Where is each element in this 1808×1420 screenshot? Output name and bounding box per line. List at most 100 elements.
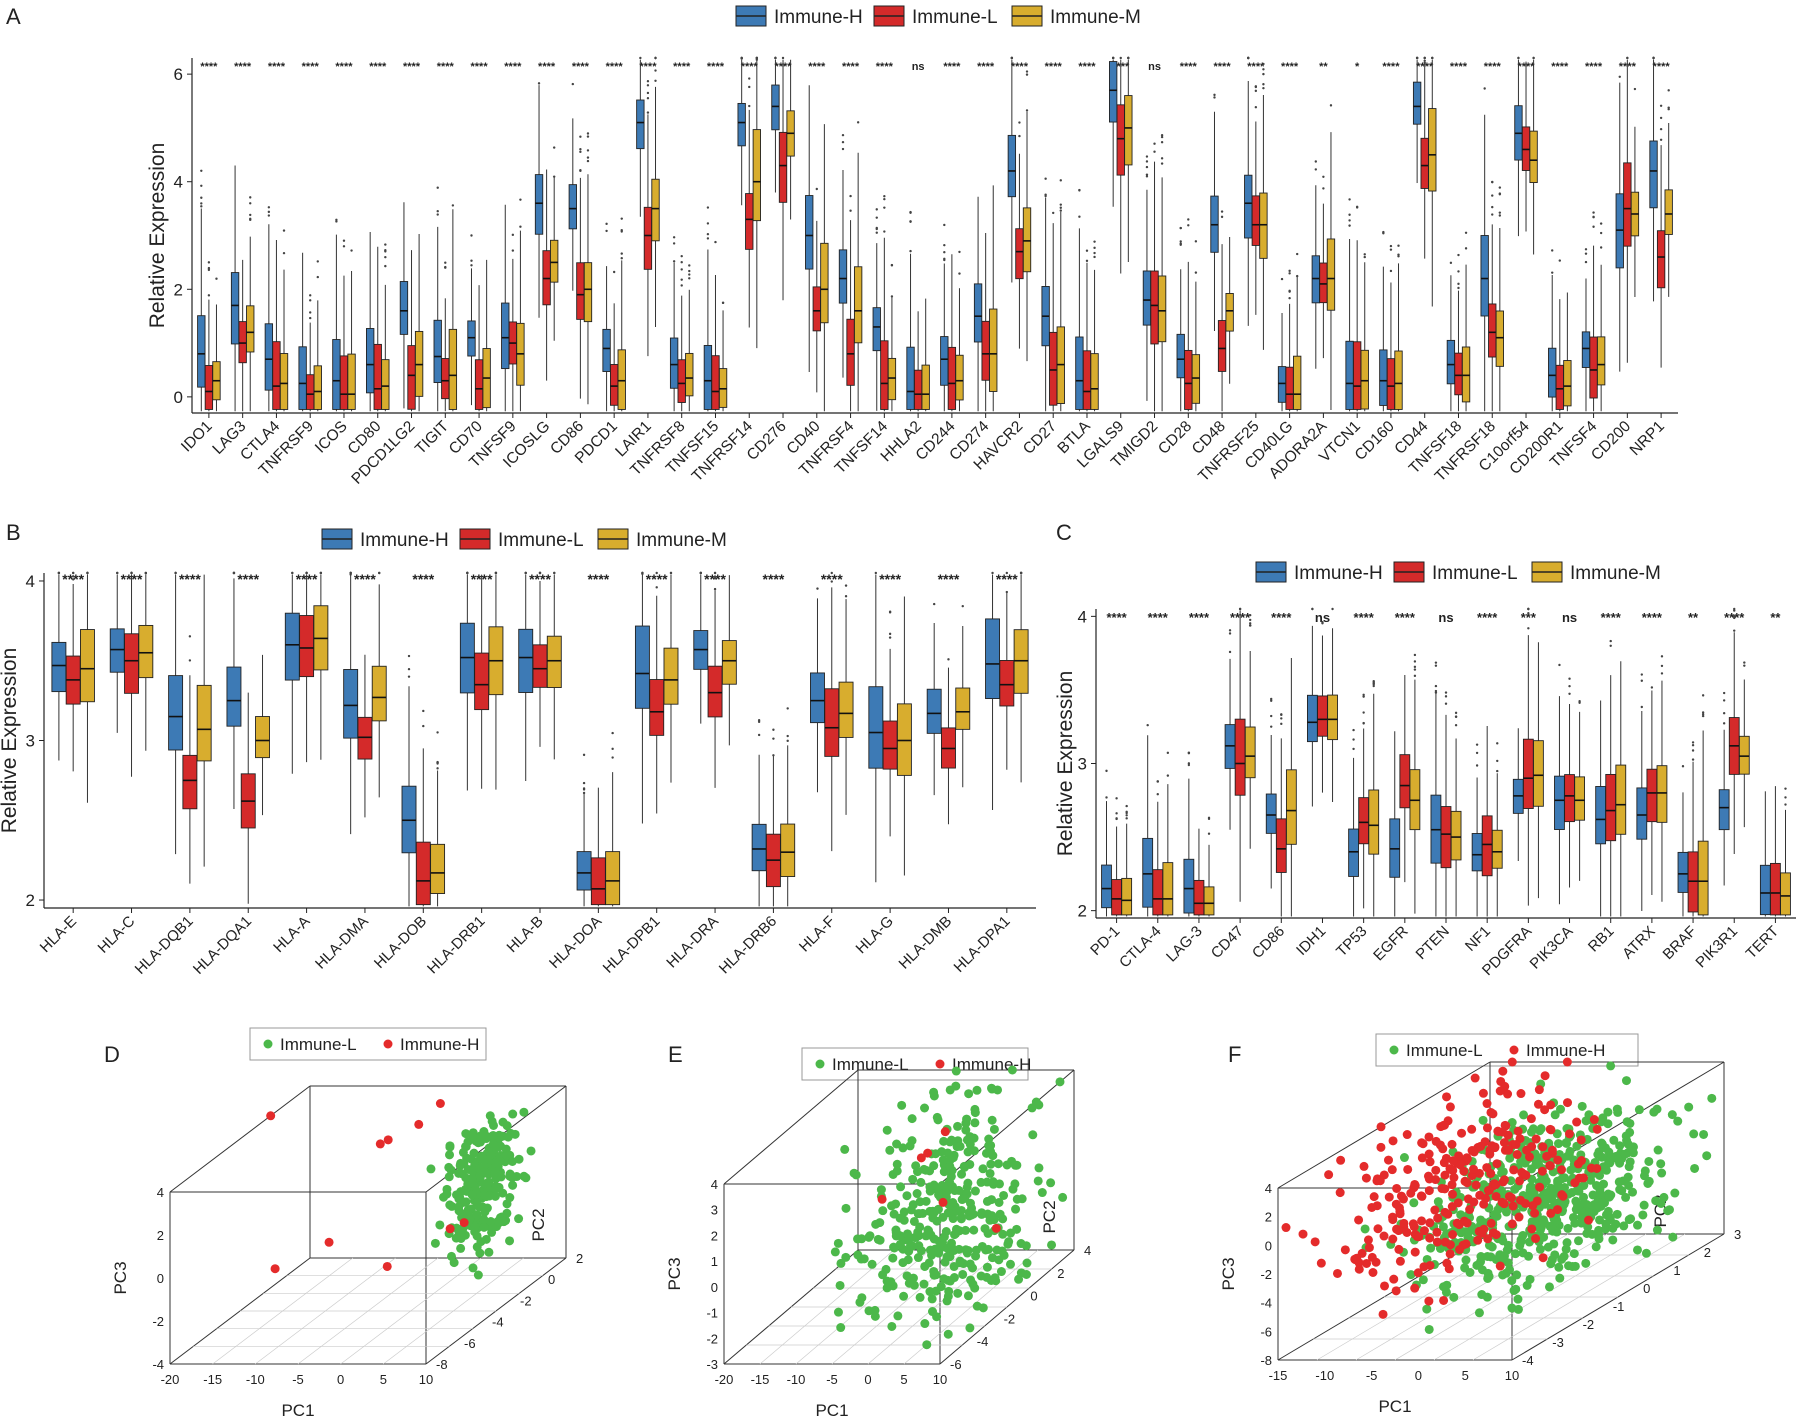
box-immune-h: [399, 281, 409, 335]
box-immune-m: [371, 665, 387, 722]
point-immune-l: [990, 1273, 1000, 1283]
box-outlier: [1743, 664, 1746, 667]
box-immune-m: [80, 629, 95, 703]
box-immune-l: [1488, 303, 1497, 358]
box-outlier: [1288, 296, 1291, 300]
point-immune-l: [426, 1164, 436, 1174]
point-immune-h: [1531, 1234, 1541, 1244]
box-outlier: [748, 77, 751, 80]
box-outlier: [1362, 711, 1365, 714]
point-immune-h: [1440, 1170, 1450, 1180]
box-outlier: [1722, 712, 1726, 715]
box-immune-h: [868, 686, 884, 769]
box-outlier: [1464, 231, 1468, 234]
cube-edge: [723, 1069, 859, 1185]
box-outlier: [888, 610, 892, 613]
box-outlier: [1558, 259, 1561, 262]
point-immune-l: [1519, 1110, 1529, 1120]
legend-frame: [1375, 1033, 1639, 1067]
point-immune-l: [1493, 1205, 1503, 1215]
box-outlier: [1633, 87, 1637, 91]
box-immune-m: [955, 354, 964, 401]
box-outlier: [144, 571, 148, 575]
point-immune-l: [987, 1253, 997, 1263]
box-outlier: [1179, 240, 1182, 243]
point-immune-l: [1012, 1194, 1022, 1204]
point-immune-l: [1689, 1129, 1699, 1139]
box-immune-m: [887, 357, 897, 401]
point-immune-l: [1507, 1303, 1517, 1313]
x-axis-label: PC1: [281, 1401, 314, 1420]
y-tick-label: 4: [1078, 607, 1087, 626]
significance-label: ****: [437, 61, 455, 73]
significance-label: ****: [538, 61, 556, 73]
box-outlier: [335, 220, 338, 223]
point-immune-h: [1419, 1226, 1429, 1236]
point-immune-l: [479, 1167, 489, 1177]
box-outlier: [856, 121, 860, 124]
point-immune-l: [1579, 1192, 1589, 1202]
point-immune-l: [1596, 1117, 1606, 1127]
point-immune-l: [1664, 1205, 1674, 1215]
point-immune-l: [473, 1270, 483, 1280]
point-immune-h: [1506, 1193, 1516, 1203]
point-immune-h: [1465, 1205, 1475, 1215]
point-immune-l: [1486, 1252, 1496, 1262]
box-immune-h: [1379, 349, 1388, 406]
point-immune-l: [474, 1202, 484, 1212]
box-outlier: [1025, 70, 1029, 73]
box-outlier: [422, 709, 425, 713]
box-outlier: [1660, 664, 1664, 668]
y-axis-label: Relative Expression: [1054, 671, 1077, 857]
box-outlier: [342, 239, 346, 242]
point-immune-h: [1391, 1286, 1401, 1296]
point-immune-l: [1550, 1110, 1560, 1120]
panel-letter-C: C: [1056, 520, 1072, 545]
box-outlier: [1423, 61, 1426, 64]
box-outlier: [1213, 93, 1216, 97]
point-immune-l: [490, 1191, 500, 1201]
box-immune-h: [576, 851, 592, 891]
significance-label: ****: [587, 571, 609, 587]
box-immune-m: [1090, 353, 1099, 410]
box-outlier: [1483, 87, 1486, 90]
point-immune-l: [965, 1259, 975, 1269]
box-outlier: [267, 210, 271, 214]
point-immune-h: [1457, 1128, 1467, 1138]
box-outlier: [1111, 56, 1115, 60]
point-immune-l: [1594, 1234, 1604, 1244]
x-tick-label: HLA-G: [853, 913, 897, 957]
box-outlier: [305, 571, 308, 575]
point-immune-h: [375, 1139, 385, 1149]
point-immune-l: [907, 1136, 917, 1146]
point-immune-h: [1533, 1099, 1543, 1109]
box-outlier: [57, 571, 61, 575]
significance-label: ****: [237, 571, 259, 587]
box-outlier: [1491, 194, 1494, 197]
point-immune-l: [451, 1233, 461, 1243]
point-immune-h: [1531, 1134, 1541, 1144]
box-immune-h: [1142, 270, 1152, 326]
point-immune-l: [1684, 1102, 1694, 1112]
box-immune-h: [737, 102, 746, 147]
point-immune-l: [1601, 1219, 1611, 1229]
box-outlier: [672, 236, 676, 239]
box-outlier: [1352, 747, 1355, 751]
box-outlier: [1052, 211, 1055, 215]
point-immune-l: [875, 1235, 885, 1245]
point-immune-l: [929, 1091, 939, 1101]
point-immune-h: [1546, 1208, 1556, 1218]
box-outlier: [309, 299, 312, 302]
point-immune-l: [951, 1224, 961, 1234]
box-immune-m: [685, 352, 694, 397]
point-immune-h: [1471, 1180, 1481, 1190]
point-immune-h: [1431, 1165, 1441, 1175]
significance-label: ns: [1438, 610, 1453, 625]
point-immune-l: [1010, 1160, 1020, 1170]
x-tick-label: IDO1: [178, 418, 216, 456]
point-immune-l: [1555, 1273, 1565, 1283]
box-outlier: [680, 284, 683, 287]
point-immune-h: [1388, 1212, 1398, 1222]
box-immune-h: [1075, 336, 1084, 410]
point-immune-l: [984, 1147, 994, 1157]
